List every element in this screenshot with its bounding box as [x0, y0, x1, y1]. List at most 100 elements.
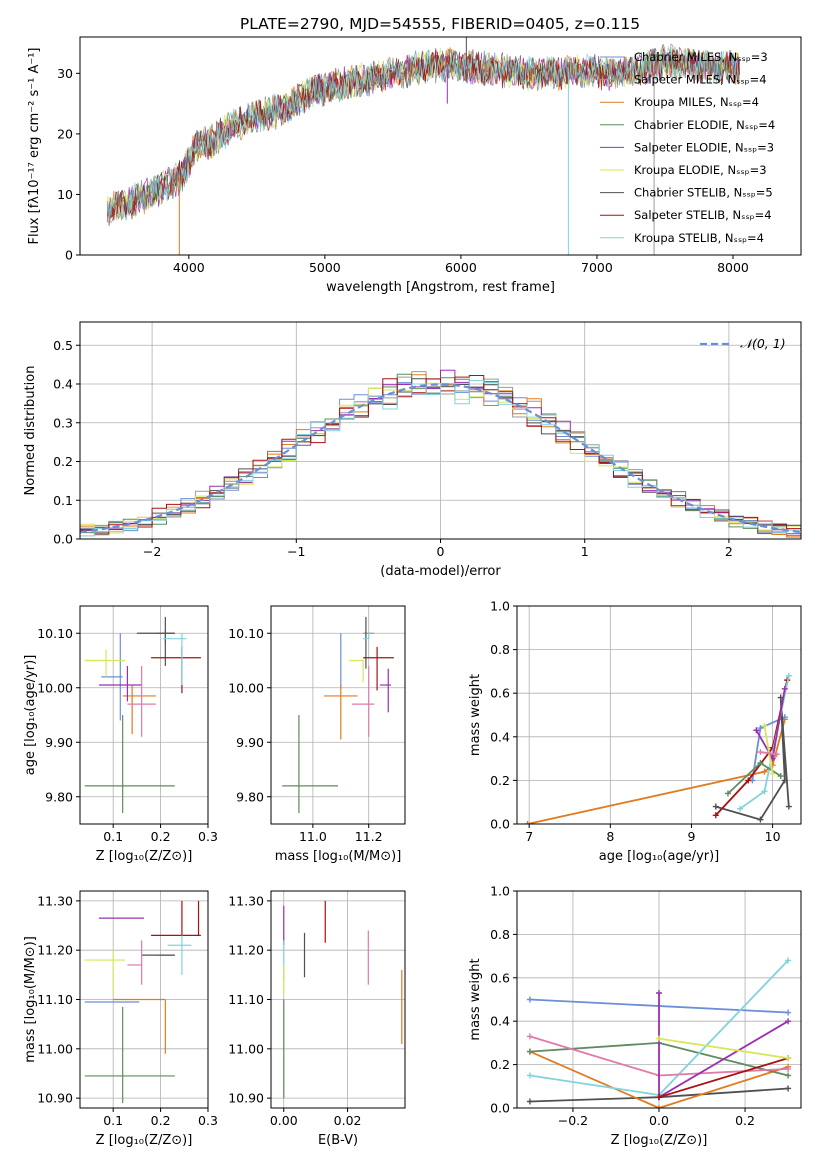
- y-tick-label: 10.10: [228, 626, 264, 641]
- weight-marker: [656, 989, 662, 996]
- errorbar-point: [84, 715, 175, 814]
- x-tick-label: 0: [437, 544, 445, 559]
- y-tick-label: 11.10: [37, 992, 73, 1007]
- age_vs_mass-plot-area: [282, 616, 394, 814]
- weight-line: [527, 719, 786, 824]
- weight-marker: [785, 672, 792, 679]
- y-tick-label: 0.0: [490, 1101, 510, 1116]
- age_vs_mass-xlabel: mass [log₁₀(M/M⊙)]: [275, 849, 402, 864]
- x-tick-label: 0.3: [198, 829, 218, 844]
- x-tick-label: 5000: [309, 260, 341, 275]
- legend-label: Kroupa ELODIE, Nₛₛₚ=3: [634, 163, 767, 177]
- x-tick-label: 9: [687, 829, 695, 844]
- y-tick-label: 10.90: [228, 1091, 264, 1106]
- y-tick-label: 9.90: [45, 735, 73, 750]
- y-tick-label: 0.4: [490, 729, 510, 744]
- weight-marker: [745, 777, 752, 784]
- mass_vs_ebv-panel: 0.00 0.02 10.90 11.00 11.10 11.20 11.30 E(B-V): [228, 890, 406, 1148]
- y-tick-label: 10.00: [228, 680, 264, 695]
- weight-marker: [757, 759, 764, 766]
- age_vs_Z-xlabel: Z [log₁₀(Z/Z⊙)]: [96, 849, 193, 864]
- weight-marker: [785, 1055, 792, 1062]
- x-tick-label: 0.00: [270, 1113, 298, 1128]
- weight-marker: [656, 1035, 662, 1042]
- x-tick-label: 11.0: [299, 829, 327, 844]
- y-tick-label: 9.80: [45, 789, 73, 804]
- y-tick-label: 0.4: [490, 1014, 510, 1029]
- x-tick-label: 0.2: [735, 1113, 755, 1128]
- mass_vs_Z-xlabel: Z [log₁₀(Z/Z⊙)]: [96, 1133, 193, 1148]
- spectrum-panel: 4000 5000 6000 7000 8000 0 10 20 30 wavelength [A…: [27, 36, 802, 295]
- x-tick-label: 11.2: [355, 829, 383, 844]
- spectrum-frame: [79, 36, 802, 256]
- y-tick-label: 0.2: [490, 773, 510, 788]
- weight-marker: [757, 749, 764, 756]
- weight_vs_Z-xlabel: Z [log₁₀(Z/Z⊙)]: [611, 1133, 708, 1148]
- y-tick-label: 10.10: [37, 626, 73, 641]
- weight-marker: [526, 1098, 533, 1105]
- mass_vs_Z-plot-area: [84, 900, 201, 1104]
- legend-label: Chabrier MILES, Nₛₛₚ=3: [634, 50, 768, 64]
- weight-marker: [785, 957, 792, 964]
- age_vs_Z-ylabel: age [log₁₀(age/yr)]: [23, 655, 38, 776]
- errorbar-point: [363, 646, 394, 691]
- x-tick-label: 7: [525, 829, 533, 844]
- errorbar-point: [162, 633, 187, 686]
- y-tick-label: 11.20: [228, 943, 264, 958]
- weight-marker: [769, 770, 776, 777]
- errorbar-point: [84, 1006, 175, 1104]
- weight_vs_age-plot-area: [524, 672, 792, 824]
- y-tick-label: 30: [57, 66, 73, 81]
- legend-label: Chabrier STELIB, Nₛₛₚ=5: [634, 186, 773, 200]
- y-tick-label: 11.30: [37, 893, 73, 908]
- weight-marker: [753, 727, 760, 734]
- weight-line: [658, 1037, 789, 1059]
- errorbar-point: [127, 665, 156, 737]
- x-tick-label: 0.2: [151, 1113, 171, 1128]
- errorbar-point: [101, 633, 123, 721]
- spectrum-legend: Chabrier MILES, Nₛₛₚ=3 Salpeter MILES, Nₛ…: [600, 50, 775, 245]
- x-tick-label: 0.1: [103, 1113, 123, 1128]
- x-tick-label: 0.0: [649, 1113, 669, 1128]
- errorbar-point: [127, 940, 143, 985]
- weight-marker: [526, 1033, 533, 1040]
- weight_vs_age-xlabel: age [log₁₀(age/yr)]: [599, 849, 720, 864]
- x-tick-label: −1: [287, 544, 305, 559]
- errorbar-point: [151, 900, 201, 936]
- y-tick-label: 0.5: [53, 338, 73, 353]
- errorbar-point: [136, 616, 175, 666]
- weight_vs_age-panel: 7 8 9 10 0.0 0.2 0.4 0.6 0.8 1.0 age [log₁₀(age/yr…: [468, 599, 802, 864]
- errorbar-point: [122, 685, 156, 735]
- weight-marker: [526, 1072, 533, 1079]
- errorbar-point: [363, 633, 370, 640]
- x-tick-label: 1: [581, 544, 589, 559]
- weight_vs_age-frame: [516, 605, 802, 825]
- y-tick-label: 0.6: [490, 686, 510, 701]
- y-tick-label: 1.0: [490, 884, 510, 899]
- weight-marker: [785, 1065, 792, 1072]
- errorbar-point: [379, 668, 392, 713]
- legend-label: Kroupa STELIB, Nₛₛₚ=4: [634, 231, 764, 245]
- errorbar-point: [167, 935, 192, 975]
- y-tick-label: 0.6: [490, 970, 510, 985]
- weight-marker: [785, 1018, 792, 1025]
- y-tick-label: 0.2: [490, 1057, 510, 1072]
- age_vs_Z-panel: 0.1 0.2 0.3 9.80 9.90 10.00 10.10 Z [log₁₀(Z/Z⊙…: [23, 605, 218, 864]
- spectrum-plot-area: [106, 37, 740, 255]
- weight-marker: [656, 1094, 662, 1101]
- weight-marker: [777, 773, 784, 780]
- weight-marker: [724, 790, 731, 797]
- x-tick-label: 0.1: [103, 829, 123, 844]
- y-tick-label: 1.0: [490, 599, 510, 614]
- legend-label: 𝒩(0, 1): [740, 336, 786, 351]
- histogram-step: [80, 380, 801, 537]
- errorbar-point: [282, 715, 338, 814]
- x-tick-label: 8: [606, 829, 614, 844]
- normal-curve: [80, 383, 801, 534]
- mass_vs_ebv-plot-area: [283, 900, 403, 1099]
- x-tick-label: 6000: [445, 260, 477, 275]
- weight-marker: [526, 1048, 533, 1055]
- weight-marker: [761, 722, 768, 729]
- y-tick-label: 9.90: [236, 735, 264, 750]
- y-tick-label: 0.0: [490, 817, 510, 832]
